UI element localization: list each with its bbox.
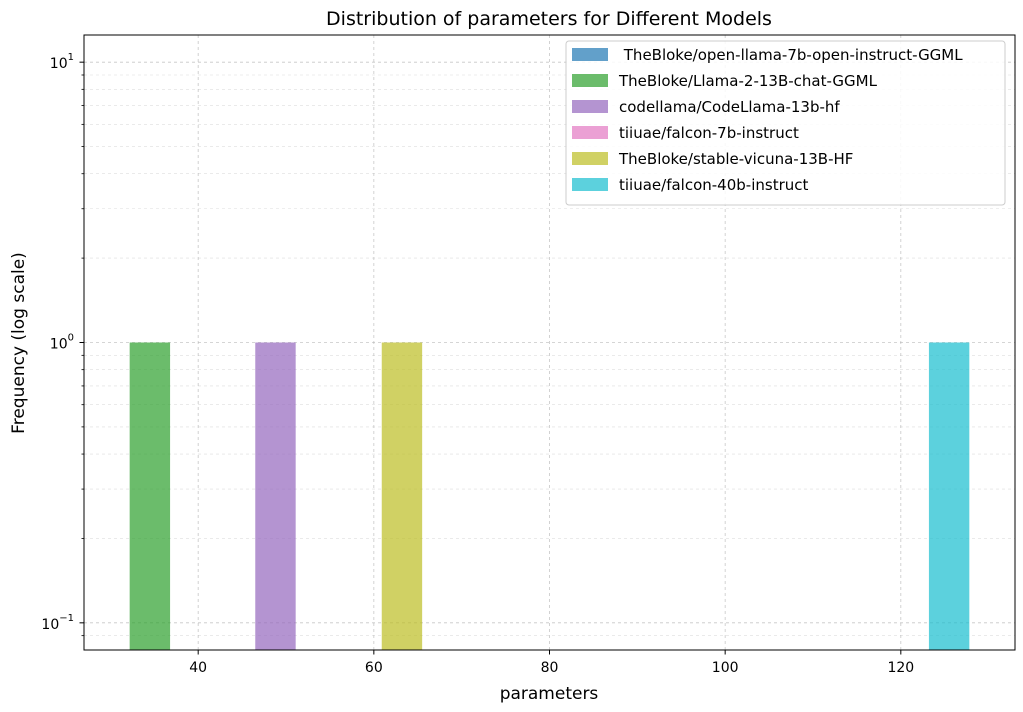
legend-label: tiiuae/falcon-40b-instruct: [619, 176, 808, 194]
legend-label: TheBloke/stable-vicuna-13B-HF: [618, 150, 853, 168]
legend-label: tiiuae/falcon-7b-instruct: [619, 124, 799, 142]
legend-label: TheBloke/open-llama-7b-open-instruct-GGM…: [619, 46, 963, 64]
legend-swatch: [572, 152, 608, 165]
chart-title: Distribution of parameters for Different…: [326, 8, 772, 30]
histogram-bar: [381, 342, 423, 650]
legend-swatch: [572, 74, 608, 87]
legend-label: codellama/CodeLlama-13b-hf: [619, 98, 840, 116]
x-tick-label: 120: [887, 660, 914, 676]
y-tick-label: 100: [50, 333, 74, 353]
legend-swatch: [572, 48, 608, 61]
x-tick-label: 60: [365, 660, 383, 676]
y-axis-label: Frequency (log scale): [9, 252, 29, 434]
histogram-bar: [129, 342, 171, 650]
legend-swatch: [572, 126, 608, 139]
y-tick-label: 101: [50, 52, 74, 72]
x-tick-label: 80: [541, 660, 559, 676]
bars: [129, 342, 970, 650]
y-axis-ticks: 10−1 100 101: [41, 52, 84, 637]
histogram-bar: [928, 342, 970, 650]
legend: TheBloke/open-llama-7b-open-instruct-GGM…: [565, 40, 1006, 206]
legend-label: TheBloke/Llama-2-13B-chat-GGML: [618, 72, 878, 90]
x-axis-ticks: 40 60 80 100 120: [189, 650, 914, 676]
x-axis-label: parameters: [500, 684, 599, 704]
legend-swatch: [572, 178, 608, 191]
x-tick-label: 40: [189, 660, 207, 676]
y-tick-label: 10−1: [41, 613, 74, 633]
legend-swatch: [572, 100, 608, 113]
histogram-bar: [255, 342, 296, 650]
x-tick-label: 100: [712, 660, 739, 676]
legend-box: [565, 40, 1006, 206]
